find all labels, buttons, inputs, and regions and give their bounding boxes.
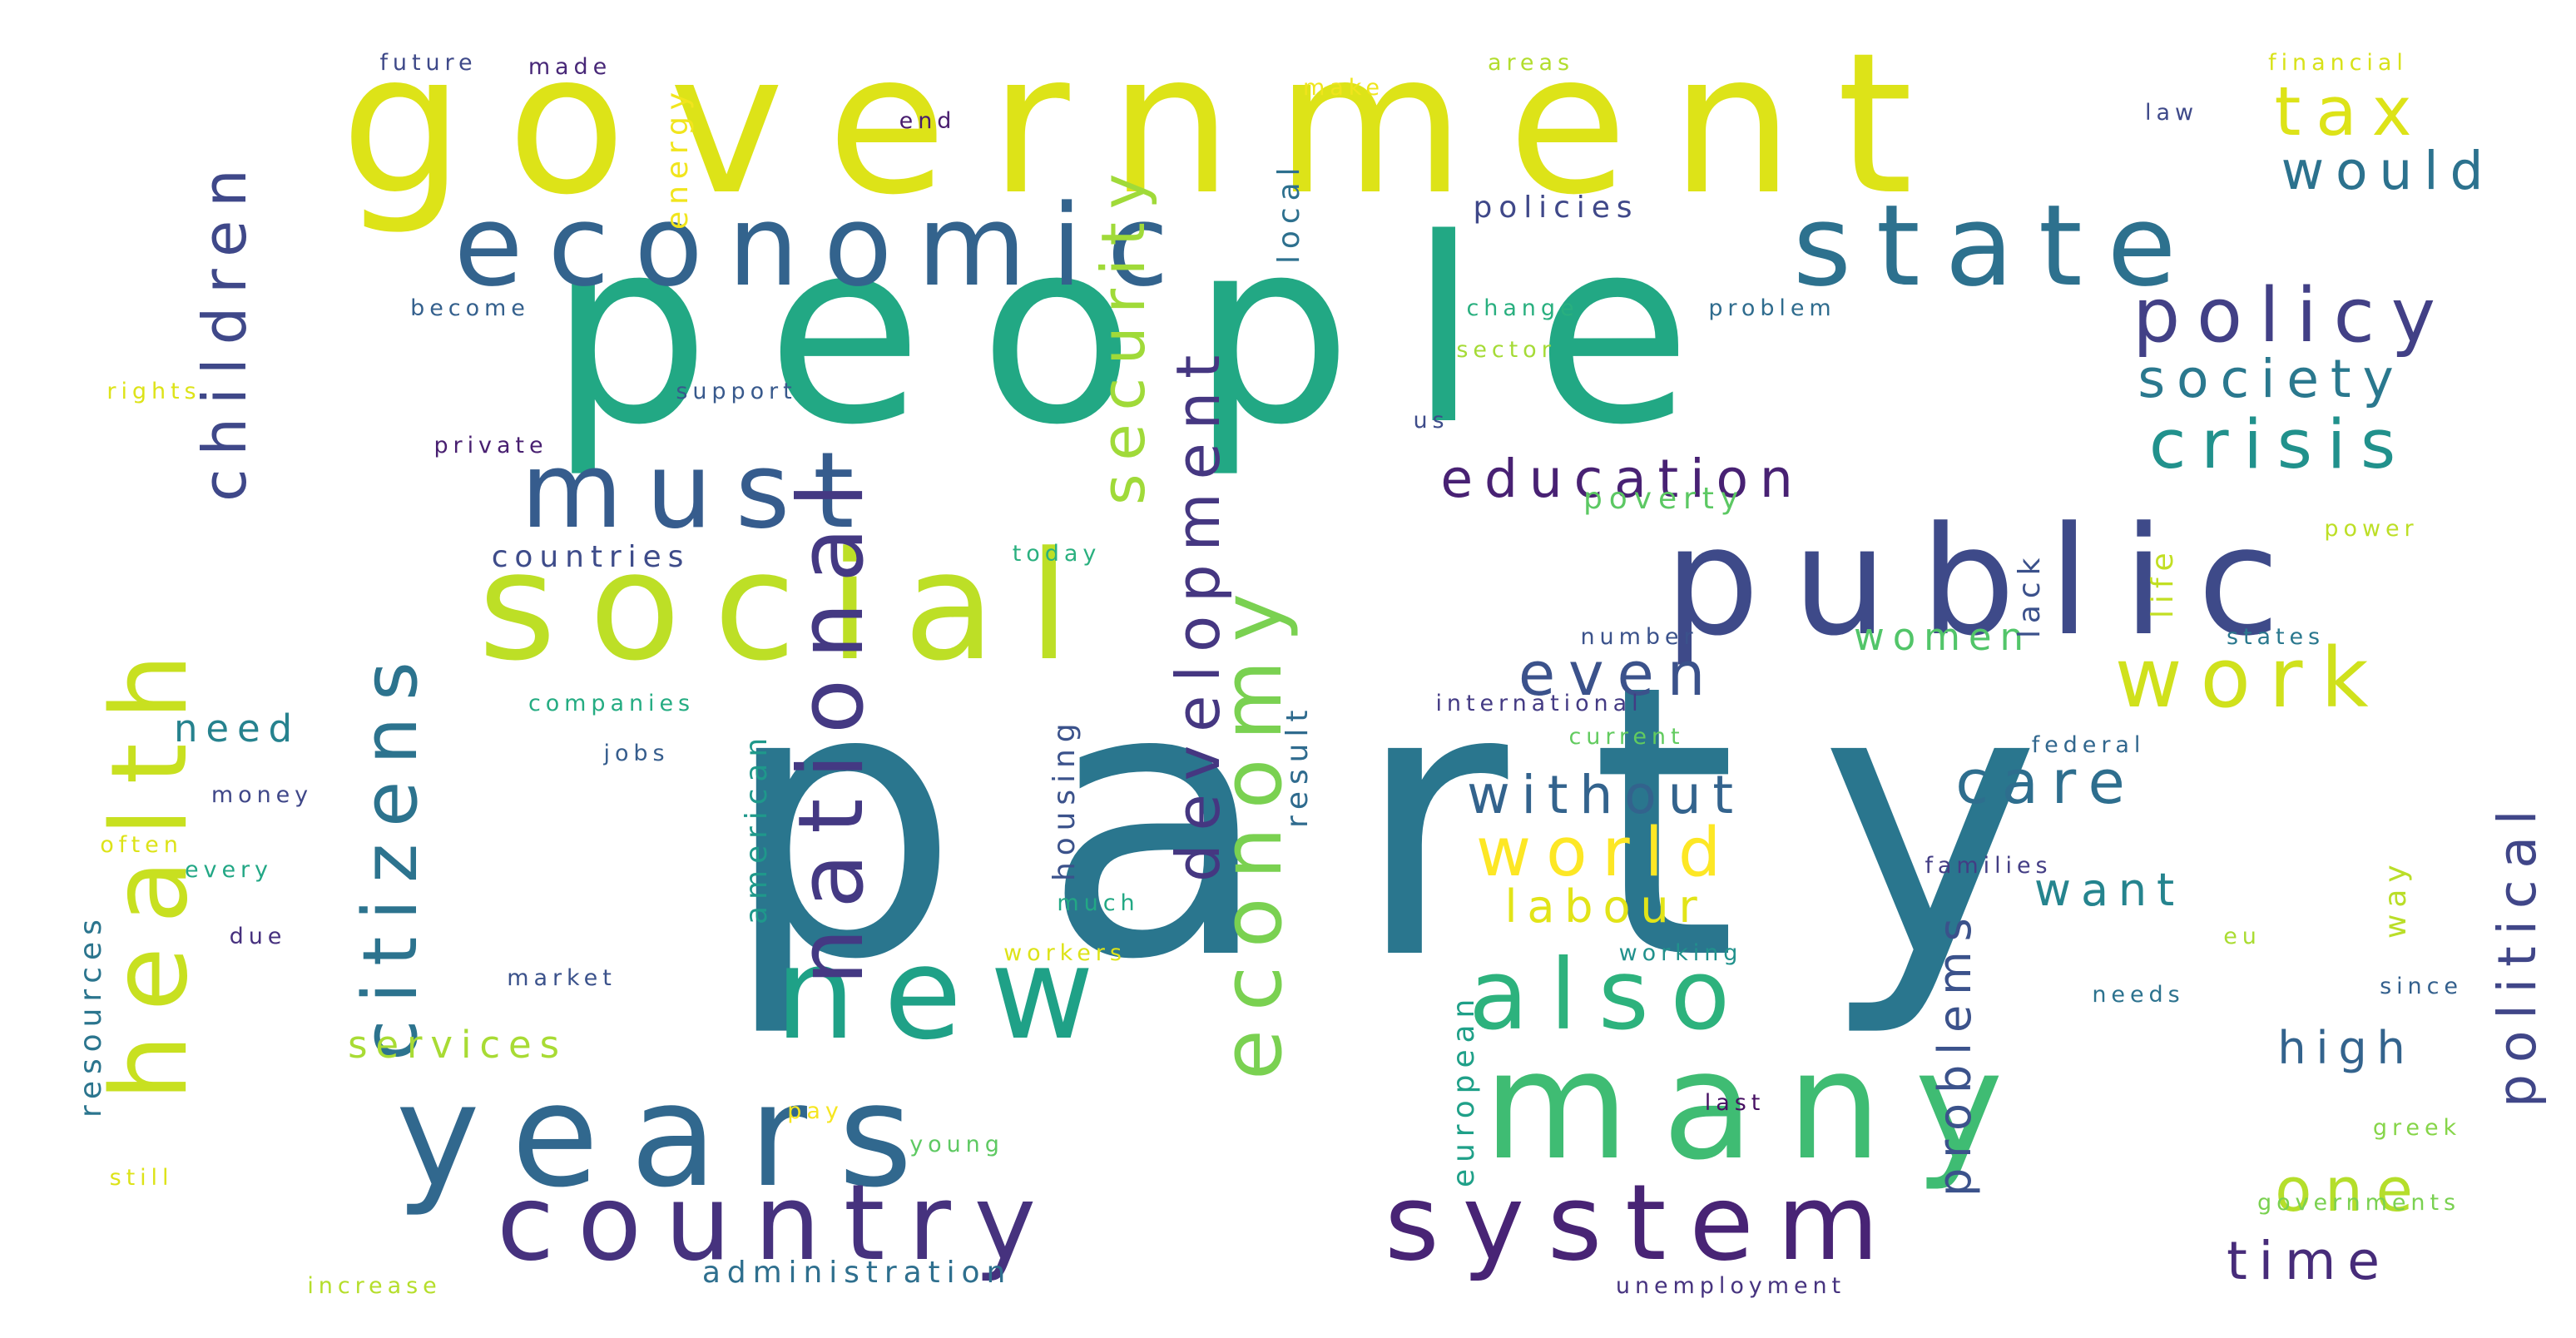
word-end: end	[899, 107, 957, 134]
word-administration: administration	[701, 1256, 1013, 1290]
word-local: local	[1272, 161, 1306, 264]
word-labour: labour	[1504, 880, 1707, 933]
word-power: power	[2324, 515, 2419, 542]
word-much: much	[1057, 890, 1140, 916]
word-world: world	[1475, 813, 1736, 892]
word-national: national	[780, 463, 884, 985]
word-many: many	[1483, 1019, 2037, 1193]
word-time: time	[2227, 1230, 2391, 1291]
word-result: result	[1281, 703, 1315, 828]
word-governments: governments	[2256, 1189, 2460, 1216]
word-problems: problems	[1929, 908, 1981, 1197]
word-high: high	[2277, 1022, 2415, 1074]
word-countries: countries	[491, 540, 691, 574]
word-tax: tax	[2274, 72, 2427, 151]
word-number: number	[1580, 623, 1698, 650]
word-housing: housing	[1048, 716, 1082, 881]
word-women: women	[1854, 614, 2032, 659]
word-every: every	[185, 856, 273, 883]
word-last: last	[1704, 1089, 1766, 1116]
word-even: even	[1518, 639, 1719, 709]
word-government: government	[340, 12, 1956, 238]
word-resources: resources	[74, 913, 108, 1117]
word-social: social	[478, 520, 1103, 694]
word-market: market	[507, 964, 617, 991]
word-poverty: poverty	[1583, 482, 1745, 516]
word-since: since	[2380, 973, 2463, 999]
word-citizens: citizens	[347, 645, 434, 1061]
word-must: must	[520, 429, 878, 552]
word-new: new	[775, 919, 1122, 1068]
word-young: young	[909, 1131, 1004, 1157]
word-energy: energy	[661, 86, 695, 230]
word-policy: policy	[2133, 272, 2452, 359]
word-private: private	[433, 432, 548, 458]
word-development: development	[1163, 341, 1233, 882]
word-change: change	[1466, 295, 1579, 321]
word-party: party	[721, 606, 2124, 1042]
word-people: people	[548, 185, 1748, 481]
word-need: need	[173, 706, 301, 751]
word-one: one	[2275, 1155, 2426, 1225]
word-problem: problem	[1708, 295, 1836, 321]
word-make: make	[1303, 74, 1385, 101]
word-working: working	[1618, 939, 1743, 966]
word-pay: pay	[787, 1098, 844, 1124]
word-money: money	[211, 781, 314, 808]
word-years: years	[395, 1053, 944, 1219]
word-unemployment: unemployment	[1615, 1272, 1846, 1299]
word-families: families	[1925, 852, 2053, 879]
word-would: would	[2281, 140, 2495, 201]
word-due: due	[229, 923, 287, 949]
word-federal: federal	[2031, 731, 2146, 758]
word-way: way	[2379, 858, 2413, 939]
word-sector: sector	[1456, 336, 1556, 363]
word-security: security	[1088, 160, 1158, 506]
word-country: country	[497, 1162, 1059, 1284]
word-jobs: jobs	[603, 740, 670, 766]
word-eu: eu	[2223, 923, 2261, 949]
word-future: future	[379, 49, 478, 76]
word-society: society	[2138, 348, 2405, 409]
word-rights: rights	[107, 378, 201, 404]
word-today: today	[1012, 540, 1102, 567]
word-care: care	[1955, 747, 2138, 817]
word-support: support	[676, 378, 797, 404]
word-still: still	[109, 1164, 174, 1191]
word-want: want	[2034, 864, 2185, 916]
word-made: made	[528, 53, 612, 80]
word-political: political	[2486, 798, 2548, 1108]
word-policies: policies	[1473, 191, 1639, 225]
word-areas: areas	[1488, 49, 1574, 76]
word-european: european	[1447, 992, 1481, 1188]
word-financial: financial	[2268, 49, 2408, 76]
word-children: children	[190, 156, 260, 502]
word-increase: increase	[307, 1272, 442, 1299]
word-crisis: crisis	[2148, 405, 2411, 484]
word-needs: needs	[2092, 981, 2185, 1008]
word-public: public	[1664, 495, 2313, 669]
word-system: system	[1385, 1162, 1902, 1284]
word-greek: greek	[2372, 1114, 2462, 1141]
word-current: current	[1568, 723, 1685, 750]
word-us: us	[1413, 407, 1449, 434]
word-work: work	[2114, 630, 2387, 726]
word-companies: companies	[528, 690, 696, 716]
word-law: law	[2145, 99, 2198, 126]
word-states: states	[2226, 623, 2326, 650]
word-economic: economic	[453, 180, 1194, 311]
word-lack: lack	[2013, 551, 2047, 639]
word-also: also	[1469, 937, 1751, 1052]
word-workers: workers	[1003, 939, 1127, 966]
word-state: state	[1792, 180, 2202, 311]
word-often: often	[100, 831, 183, 858]
word-education: education	[1440, 448, 1805, 509]
word-services: services	[348, 1022, 567, 1067]
word-life: life	[2146, 546, 2180, 619]
word-american: american	[740, 731, 774, 925]
word-international: international	[1435, 690, 1643, 716]
word-become: become	[410, 295, 530, 321]
word-without: without	[1467, 764, 1745, 825]
